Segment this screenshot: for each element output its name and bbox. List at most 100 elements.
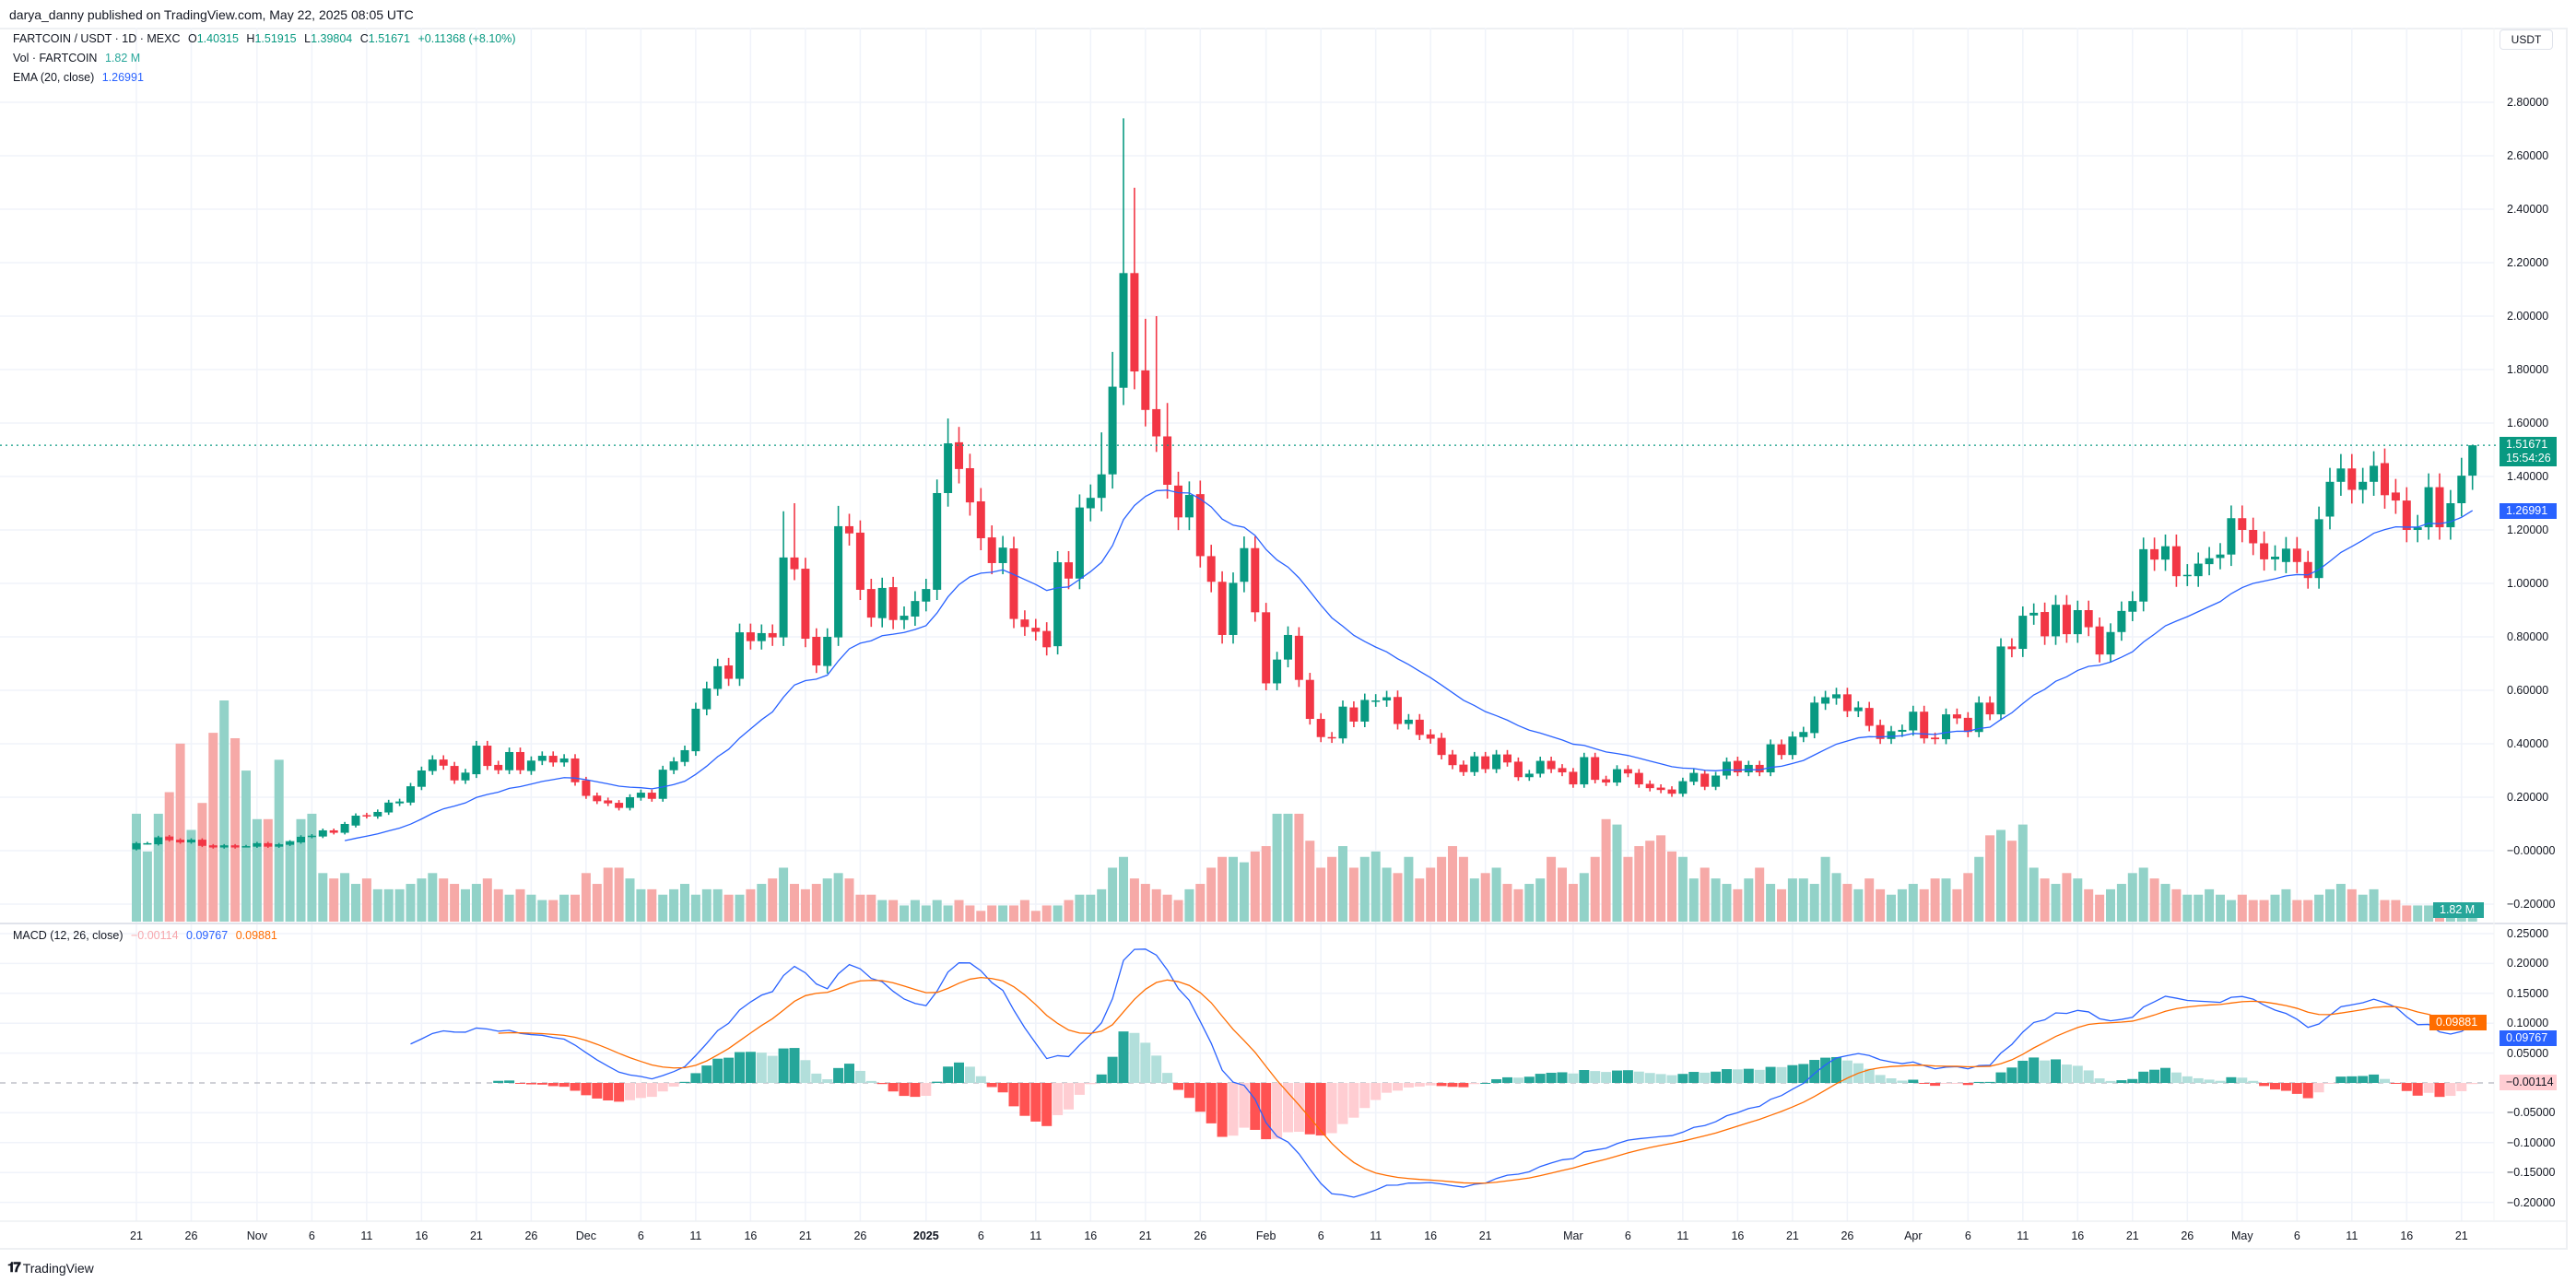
candle <box>1942 708 1950 745</box>
macd-histogram-bar <box>493 1080 504 1083</box>
macd-histogram-bar <box>767 1055 778 1083</box>
candle-body <box>768 632 777 638</box>
volume-bar <box>1502 884 1512 922</box>
candle <box>801 558 810 648</box>
time-axis-label: Nov <box>246 1229 268 1242</box>
brand-name: TradingView <box>22 1260 94 1276</box>
candle-body <box>253 842 262 847</box>
macd-histogram-bar <box>921 1083 932 1097</box>
candle-body <box>757 632 766 641</box>
volume-bar <box>866 894 876 922</box>
candle-body <box>1524 773 1534 778</box>
candle <box>779 511 788 646</box>
candle-body <box>2358 481 2368 490</box>
candle-body <box>264 842 273 847</box>
candle <box>2314 506 2323 589</box>
candle <box>604 797 613 806</box>
hist-badge: −0.00114 <box>2500 1075 2557 1090</box>
volume-bar <box>2138 867 2148 922</box>
candle <box>1042 622 1052 656</box>
volume-bar <box>1393 873 1403 922</box>
candle-body <box>1020 619 1029 628</box>
candle-body <box>483 746 492 767</box>
volume-bar <box>1667 851 1676 922</box>
candle <box>724 657 734 687</box>
macd-hist-value: −0.00114 <box>130 929 179 942</box>
candle <box>955 427 963 484</box>
candle <box>1163 403 1172 500</box>
candle-body <box>1360 700 1370 722</box>
candle <box>2370 451 2379 496</box>
candle <box>1097 432 1106 512</box>
candle-body <box>307 835 316 838</box>
volume-bar <box>1645 841 1655 922</box>
candle-body <box>505 751 514 770</box>
volume-bar <box>1173 900 1183 922</box>
candle-body <box>944 443 953 493</box>
candle-body <box>230 845 240 848</box>
publisher-line: darya_danny published on TradingView.com… <box>9 7 414 22</box>
candle <box>823 628 832 674</box>
candle-body <box>154 837 163 845</box>
volume-bar <box>2051 884 2061 922</box>
candle-body <box>1634 772 1643 785</box>
volume-bar <box>954 900 964 922</box>
candle <box>1996 638 2006 721</box>
macd-histogram-bar <box>1393 1083 1403 1091</box>
macd-legend[interactable]: MACD (12, 26, close) −0.00114 0.09767 0.… <box>13 929 282 942</box>
ema-value: 1.26991 <box>101 71 144 84</box>
time-axis-label: 6 <box>1624 1229 1631 1242</box>
candle <box>944 418 953 507</box>
ema-legend[interactable]: EMA (20, close) 1.26991 <box>13 71 148 84</box>
candle <box>570 754 580 786</box>
volume-bar <box>1030 911 1041 922</box>
candle-body <box>2084 610 2093 628</box>
time-axis-label: 11 <box>689 1229 702 1242</box>
candle <box>2029 603 2039 625</box>
macd-histogram-bar <box>2160 1067 2170 1083</box>
macd-histogram-bar <box>646 1083 657 1098</box>
volume-bar <box>1941 878 1951 922</box>
volume-bar <box>361 878 371 922</box>
candle-body <box>1009 548 1018 619</box>
candle-body <box>1623 769 1632 774</box>
candle-body <box>439 759 448 766</box>
candle <box>1130 187 1139 390</box>
candle <box>1887 725 1896 745</box>
macd-histogram-bar <box>888 1083 899 1092</box>
volume-bar <box>701 888 712 922</box>
volume-legend[interactable]: Vol · FARTCOIN 1.82 M <box>13 52 145 65</box>
candle <box>1799 726 1808 743</box>
tradingview-logo[interactable]: 𝟏𝟕 TradingView <box>7 1260 94 1276</box>
candle-body <box>2205 558 2214 565</box>
time-axis-label: 2025 <box>912 1229 939 1242</box>
volume-bar <box>450 884 460 922</box>
macd-histogram-bar <box>1403 1083 1414 1088</box>
candle-body <box>1075 507 1084 579</box>
macd-histogram-bar <box>1436 1083 1447 1087</box>
candle-body <box>1711 775 1721 787</box>
candle-body <box>472 746 481 775</box>
volume-bar <box>372 888 382 922</box>
candle <box>1448 749 1457 770</box>
candle-body <box>1864 708 1874 726</box>
volume-bar <box>2380 900 2390 922</box>
candle-body <box>2402 500 2411 530</box>
candle-body <box>241 846 251 848</box>
macd-histogram-bar <box>2248 1080 2259 1083</box>
candle-body <box>900 616 909 620</box>
macd-badge: 0.09767 <box>2500 1030 2557 1046</box>
candle-body <box>691 709 700 752</box>
candle <box>680 745 689 767</box>
symbol-legend[interactable]: FARTCOIN / USDT · 1D · MEXC O1.40315 H1.… <box>13 32 521 45</box>
candle <box>219 843 229 849</box>
currency-button[interactable]: USDT <box>2500 29 2553 50</box>
candle-body <box>1503 754 1511 763</box>
macd-histogram-bar <box>1053 1083 1064 1115</box>
candle-body <box>1558 768 1567 773</box>
volume-bar <box>1359 856 1370 922</box>
volume-bar <box>2205 888 2215 922</box>
macd-histogram-bar <box>1523 1076 1535 1083</box>
macd-axis-label: −0.10000 <box>2507 1135 2556 1149</box>
